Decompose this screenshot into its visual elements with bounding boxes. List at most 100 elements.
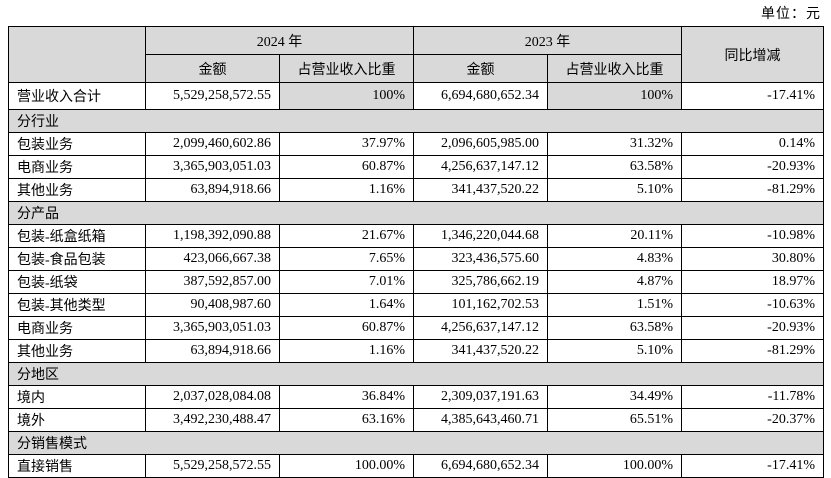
amount-2024: 3,492,230,488.47 — [145, 408, 280, 432]
row-label: 境内 — [8, 385, 146, 409]
corner-header-cell — [8, 26, 146, 83]
table-row: 包装-其他类型 90,408,987.60 1.64% 101,162,702.53 1… — [8, 293, 824, 317]
proportion-2024: 1.64% — [279, 293, 414, 317]
yoy-change: 0.14% — [681, 132, 824, 156]
amount-2023: 2,096,605,985.00 — [413, 132, 548, 156]
yoy-change: 18.97% — [681, 270, 824, 294]
proportion-2024: 63.16% — [279, 408, 414, 432]
proportion-2023: 65.51% — [547, 408, 682, 432]
yoy-change: -11.78% — [681, 385, 824, 409]
table-row: 境外 3,492,230,488.47 63.16% 4,385,643,460.71… — [8, 408, 824, 432]
section-label: 分行业 — [8, 109, 824, 133]
proportion-2024: 21.67% — [279, 224, 414, 248]
amount-2024: 90,408,987.60 — [145, 293, 280, 317]
amount-2024: 2,099,460,602.86 — [145, 132, 280, 156]
proportion-2024: 1.16% — [279, 178, 414, 202]
row-label: 直接销售 — [8, 454, 146, 478]
proportion-2023: 4.87% — [547, 270, 682, 294]
table-row: 境内 2,037,028,084.08 36.84% 2,309,037,191.63… — [8, 385, 824, 409]
amount-2024: 5,529,258,572.55 — [145, 454, 280, 478]
amount-2024: 2,037,028,084.08 — [145, 385, 280, 409]
amount-2023: 4,256,637,147.12 — [413, 155, 548, 179]
proportion-2023: 31.32% — [547, 132, 682, 156]
section-row: 分行业 — [8, 109, 824, 133]
table-row: 直接销售 5,529,258,572.55 100.00% 6,694,680,652… — [8, 454, 824, 478]
section-label: 分地区 — [8, 362, 824, 386]
amount-2024: 5,529,258,572.55 — [145, 82, 280, 110]
section-row: 分地区 — [8, 362, 824, 386]
unit-label: 单位：元 — [761, 7, 821, 22]
table-row: 包装-纸袋 387,592,857.00 7.01% 325,786,662.19 4.… — [8, 270, 824, 294]
amount-2023: 101,162,702.53 — [413, 293, 548, 317]
yoy-change: -81.29% — [681, 339, 824, 363]
amount-2024: 63,894,918.66 — [145, 339, 280, 363]
amount-2023: 6,694,680,652.34 — [413, 454, 548, 478]
yoy-change: -20.93% — [681, 316, 824, 340]
proportion-2023: 63.58% — [547, 155, 682, 179]
amount-2024: 423,066,667.38 — [145, 247, 280, 271]
proportion-2024: 1.16% — [279, 339, 414, 363]
proportion-2023: 20.11% — [547, 224, 682, 248]
row-label: 包装业务 — [8, 132, 146, 156]
proportion-2024: 100% — [279, 82, 414, 110]
table-row: 营业收入合计 5,529,258,572.55 100% 6,694,680,652.… — [8, 82, 824, 110]
amount-2023-header: 金额 — [413, 54, 548, 83]
proportion-2024: 37.97% — [279, 132, 414, 156]
yoy-change: -20.37% — [681, 408, 824, 432]
row-label: 电商业务 — [8, 155, 146, 179]
amount-2023: 323,436,575.60 — [413, 247, 548, 271]
row-label: 其他业务 — [8, 178, 146, 202]
proportion-2023-header: 占营业收入比重 — [547, 54, 682, 83]
table-body: 营业收入合计 5,529,258,572.55 100% 6,694,680,652.… — [8, 82, 824, 478]
row-label: 包装-纸袋 — [8, 270, 146, 294]
proportion-2024: 7.65% — [279, 247, 414, 271]
year-2023-header: 2023 年 — [413, 26, 682, 55]
table-row: 电商业务 3,365,903,051.03 60.87% 4,256,637,147.… — [8, 316, 824, 340]
proportion-2024: 100.00% — [279, 454, 414, 478]
amount-2023: 1,346,220,044.68 — [413, 224, 548, 248]
row-label: 包装-食品包装 — [8, 247, 146, 271]
table-row: 电商业务 3,365,903,051.03 60.87% 4,256,637,147.… — [8, 155, 824, 179]
yoy-header: 同比增减 — [681, 26, 824, 83]
table-row: 包装-纸盒纸箱 1,198,392,090.88 21.67% 1,346,220,0… — [8, 224, 824, 248]
table-header: 2024 年 2023 年 同比增减 金额 占营业收入比重 金额 占营业收入比重 — [8, 26, 824, 83]
yoy-change: -81.29% — [681, 178, 824, 202]
yoy-change: -10.63% — [681, 293, 824, 317]
proportion-2023: 5.10% — [547, 339, 682, 363]
proportion-2024: 60.87% — [279, 155, 414, 179]
section-row: 分销售模式 — [8, 431, 824, 455]
proportion-2023: 4.83% — [547, 247, 682, 271]
proportion-2024: 7.01% — [279, 270, 414, 294]
table-row: 其他业务 63,894,918.66 1.16% 341,437,520.22 5.10… — [8, 178, 824, 202]
row-label: 境外 — [8, 408, 146, 432]
row-label: 包装-其他类型 — [8, 293, 146, 317]
amount-2024: 387,592,857.00 — [145, 270, 280, 294]
amount-2023: 2,309,037,191.63 — [413, 385, 548, 409]
row-label: 营业收入合计 — [8, 82, 146, 110]
proportion-2024: 36.84% — [279, 385, 414, 409]
revenue-breakdown-table: 2024 年 2023 年 同比增减 金额 占营业收入比重 金额 占营业收入比重… — [8, 26, 824, 478]
proportion-2023: 5.10% — [547, 178, 682, 202]
yoy-change: -10.98% — [681, 224, 824, 248]
proportion-2024: 60.87% — [279, 316, 414, 340]
amount-2023: 6,694,680,652.34 — [413, 82, 548, 110]
row-label: 电商业务 — [8, 316, 146, 340]
amount-2023: 4,385,643,460.71 — [413, 408, 548, 432]
amount-2023: 4,256,637,147.12 — [413, 316, 548, 340]
proportion-2023: 63.58% — [547, 316, 682, 340]
yoy-change: -20.93% — [681, 155, 824, 179]
proportion-2023: 100% — [547, 82, 682, 110]
section-label: 分产品 — [8, 201, 824, 225]
amount-2024: 3,365,903,051.03 — [145, 316, 280, 340]
yoy-change: -17.41% — [681, 82, 824, 110]
yoy-change: 30.80% — [681, 247, 824, 271]
table-row: 包装-食品包装 423,066,667.38 7.65% 323,436,575.60… — [8, 247, 824, 271]
amount-2023: 341,437,520.22 — [413, 178, 548, 202]
yoy-change: -17.41% — [681, 454, 824, 478]
row-label: 其他业务 — [8, 339, 146, 363]
year-2024-header: 2024 年 — [145, 26, 414, 55]
amount-2024: 63,894,918.66 — [145, 178, 280, 202]
amount-2023: 341,437,520.22 — [413, 339, 548, 363]
section-row: 分产品 — [8, 201, 824, 225]
section-label: 分销售模式 — [8, 431, 824, 455]
